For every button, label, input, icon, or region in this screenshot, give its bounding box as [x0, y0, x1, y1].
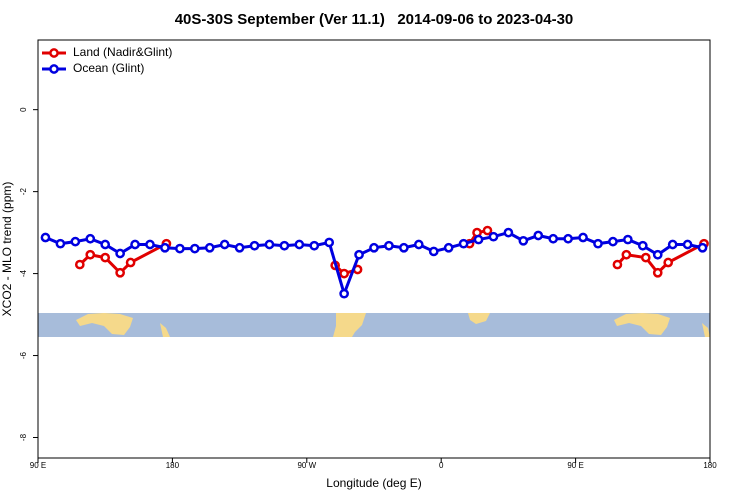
- data-point: [204, 242, 215, 253]
- data-point: [354, 249, 364, 260]
- data-point: [652, 249, 663, 260]
- data-point: [249, 240, 260, 251]
- data-point: [458, 238, 469, 249]
- x-tick-label: 180: [166, 461, 180, 470]
- data-point: [279, 240, 290, 251]
- data-point: [518, 235, 529, 246]
- data-point: [369, 242, 379, 253]
- data-point: [637, 240, 648, 251]
- legend-marker: [49, 48, 59, 58]
- legend-label: Land (Nadir&Glint): [73, 45, 172, 59]
- data-point: [578, 232, 588, 243]
- series-line: [78, 229, 705, 276]
- data-point: [503, 227, 514, 238]
- land-shape: [468, 313, 490, 324]
- data-point: [309, 240, 320, 251]
- data-point: [682, 239, 693, 250]
- data-point: [339, 288, 349, 299]
- data-point: [264, 239, 275, 250]
- data-point: [413, 239, 424, 250]
- data-point: [623, 234, 633, 245]
- data-point: [219, 239, 230, 250]
- series-line: [44, 231, 703, 299]
- data-point: [640, 252, 651, 263]
- data-point: [55, 238, 66, 249]
- data-point: [145, 239, 155, 250]
- data-point: [125, 257, 136, 268]
- data-point: [428, 246, 439, 257]
- land-shape: [76, 313, 133, 335]
- data-point: [115, 248, 125, 259]
- x-tick-label: 90 E: [30, 461, 46, 470]
- x-tick-label: 180: [703, 461, 717, 470]
- x-axis-label: Longitude (deg E): [326, 476, 421, 490]
- map-strip: [38, 313, 710, 337]
- data-point: [608, 236, 618, 247]
- data-point: [339, 268, 349, 279]
- data-point: [85, 233, 96, 244]
- y-tick-label: -8: [19, 433, 28, 441]
- data-point: [593, 238, 603, 249]
- data-point: [324, 237, 335, 248]
- legend-label: Ocean (Glint): [73, 61, 144, 75]
- data-point: [384, 240, 394, 251]
- x-tick-label: 0: [439, 461, 444, 470]
- data-point: [189, 243, 200, 254]
- data-point: [399, 242, 409, 253]
- data-point: [482, 225, 493, 236]
- data-point: [294, 239, 305, 250]
- land-shape: [702, 323, 710, 337]
- x-tick-label: 90 W: [297, 461, 316, 470]
- data-point: [667, 239, 678, 250]
- data-point: [234, 242, 245, 253]
- ocean-strip: [38, 313, 710, 337]
- data-point: [563, 233, 573, 244]
- land-shape: [160, 323, 170, 337]
- data-point: [100, 239, 111, 250]
- data-point: [115, 267, 125, 278]
- data-point: [175, 243, 185, 254]
- data-point: [130, 239, 140, 250]
- data-point: [74, 259, 85, 270]
- data-point: [612, 259, 623, 270]
- legend-marker: [49, 64, 59, 74]
- data-point: [40, 232, 51, 243]
- data-point: [652, 267, 663, 278]
- data-point: [697, 242, 708, 253]
- data-point: [85, 249, 96, 260]
- data-point: [473, 234, 484, 245]
- data-point: [100, 252, 111, 263]
- y-tick-label: -2: [19, 188, 28, 196]
- y-tick-label: -4: [19, 269, 28, 277]
- y-tick-label: 0: [19, 107, 28, 112]
- land-shape: [614, 313, 670, 335]
- data-point: [443, 242, 454, 253]
- data-point: [548, 233, 559, 244]
- data-point: [160, 242, 170, 253]
- data-point: [533, 230, 544, 241]
- data-point: [663, 257, 674, 268]
- data-point: [621, 249, 632, 260]
- plot-frame: [37, 39, 711, 459]
- data-point: [70, 236, 81, 247]
- x-tick-label: 90 E: [567, 461, 583, 470]
- data-point: [488, 231, 499, 242]
- land-shape: [333, 313, 366, 337]
- y-axis-label: XCO2 - MLO trend (ppm): [0, 182, 14, 317]
- chart-title: 40S-30S September (Ver 11.1) 2014-09-06 …: [175, 11, 574, 28]
- y-tick-label: -6: [19, 351, 28, 359]
